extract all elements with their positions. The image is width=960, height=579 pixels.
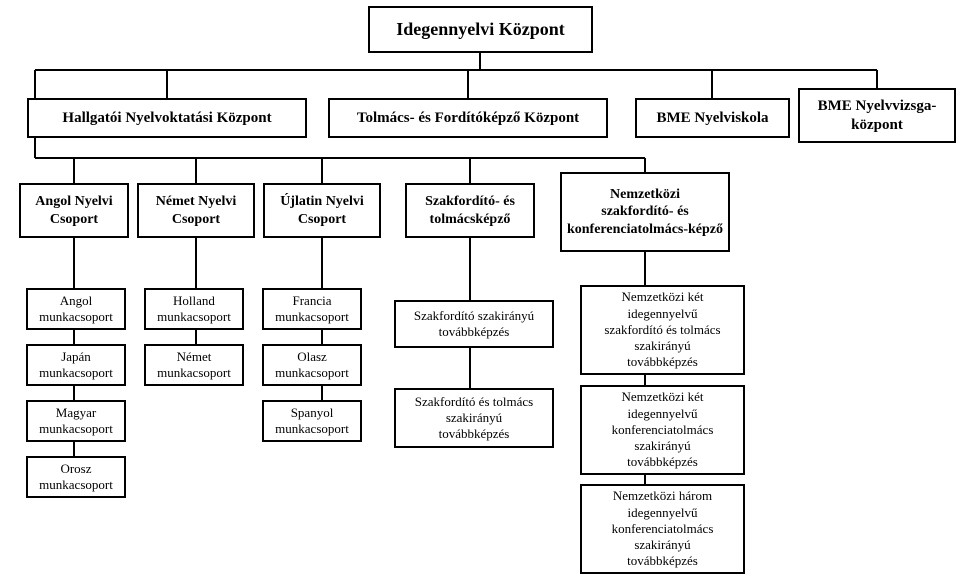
org-node-l3_nemzet_harom: Nemzetközi háromidegennyelvűkonferenciat… bbox=[580, 484, 745, 574]
org-node-l3_nemzet_ket_szak: Nemzetközi kétidegennyelvűszakfordító és… bbox=[580, 285, 745, 375]
org-node-l1_tolmacs: Tolmács- és Fordítóképző Központ bbox=[328, 98, 608, 138]
org-node-root: Idegennyelvi Központ bbox=[368, 6, 593, 53]
org-node-l1_nyelvisk: BME Nyelviskola bbox=[635, 98, 790, 138]
org-node-l1_nyelvvizsga: BME Nyelvvizsga-központ bbox=[798, 88, 956, 143]
org-node-l3_nemet_mcs: Németmunkacsoport bbox=[144, 344, 244, 386]
org-node-l3_szakford_tolm: Szakfordító és tolmácsszakirányútovábbké… bbox=[394, 388, 554, 448]
org-node-l2_szakford: Szakfordító- éstolmácsképző bbox=[405, 183, 535, 238]
org-node-l3_angol_mcs: Angolmunkacsoport bbox=[26, 288, 126, 330]
org-node-l3_holland_mcs: Hollandmunkacsoport bbox=[144, 288, 244, 330]
org-node-l3_orosz_mcs: Oroszmunkacsoport bbox=[26, 456, 126, 498]
org-node-l2_nemzet: Nemzetköziszakfordító- éskonferenciatolm… bbox=[560, 172, 730, 252]
org-node-l3_szakford_tov: Szakfordító szakirányútovábbképzés bbox=[394, 300, 554, 348]
org-node-l3_francia_mcs: Franciamunkacsoport bbox=[262, 288, 362, 330]
org-node-l3_nemzet_ket_konf: Nemzetközi kétidegennyelvűkonferenciatol… bbox=[580, 385, 745, 475]
org-node-l3_spanyol_mcs: Spanyolmunkacsoport bbox=[262, 400, 362, 442]
org-node-l3_olasz_mcs: Olaszmunkacsoport bbox=[262, 344, 362, 386]
org-node-l1_hallgatoi: Hallgatói Nyelvoktatási Központ bbox=[27, 98, 307, 138]
org-node-l2_angol: Angol NyelviCsoport bbox=[19, 183, 129, 238]
org-node-l3_magyar_mcs: Magyarmunkacsoport bbox=[26, 400, 126, 442]
org-node-l2_nemet: Német NyelviCsoport bbox=[137, 183, 255, 238]
org-node-l3_japan_mcs: Japánmunkacsoport bbox=[26, 344, 126, 386]
org-node-l2_ujlatin: Újlatin NyelviCsoport bbox=[263, 183, 381, 238]
